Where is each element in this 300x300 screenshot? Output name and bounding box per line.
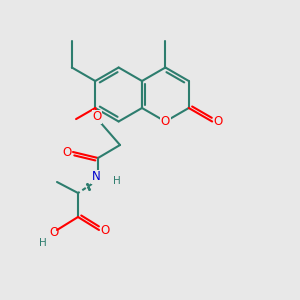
Text: O: O xyxy=(92,110,102,124)
Text: O: O xyxy=(214,115,223,128)
Text: N: N xyxy=(92,170,100,184)
Text: O: O xyxy=(161,115,170,128)
Text: O: O xyxy=(62,146,72,158)
Text: O: O xyxy=(50,226,58,239)
Text: H: H xyxy=(39,238,47,248)
Text: O: O xyxy=(100,224,109,236)
Text: H: H xyxy=(113,176,121,186)
